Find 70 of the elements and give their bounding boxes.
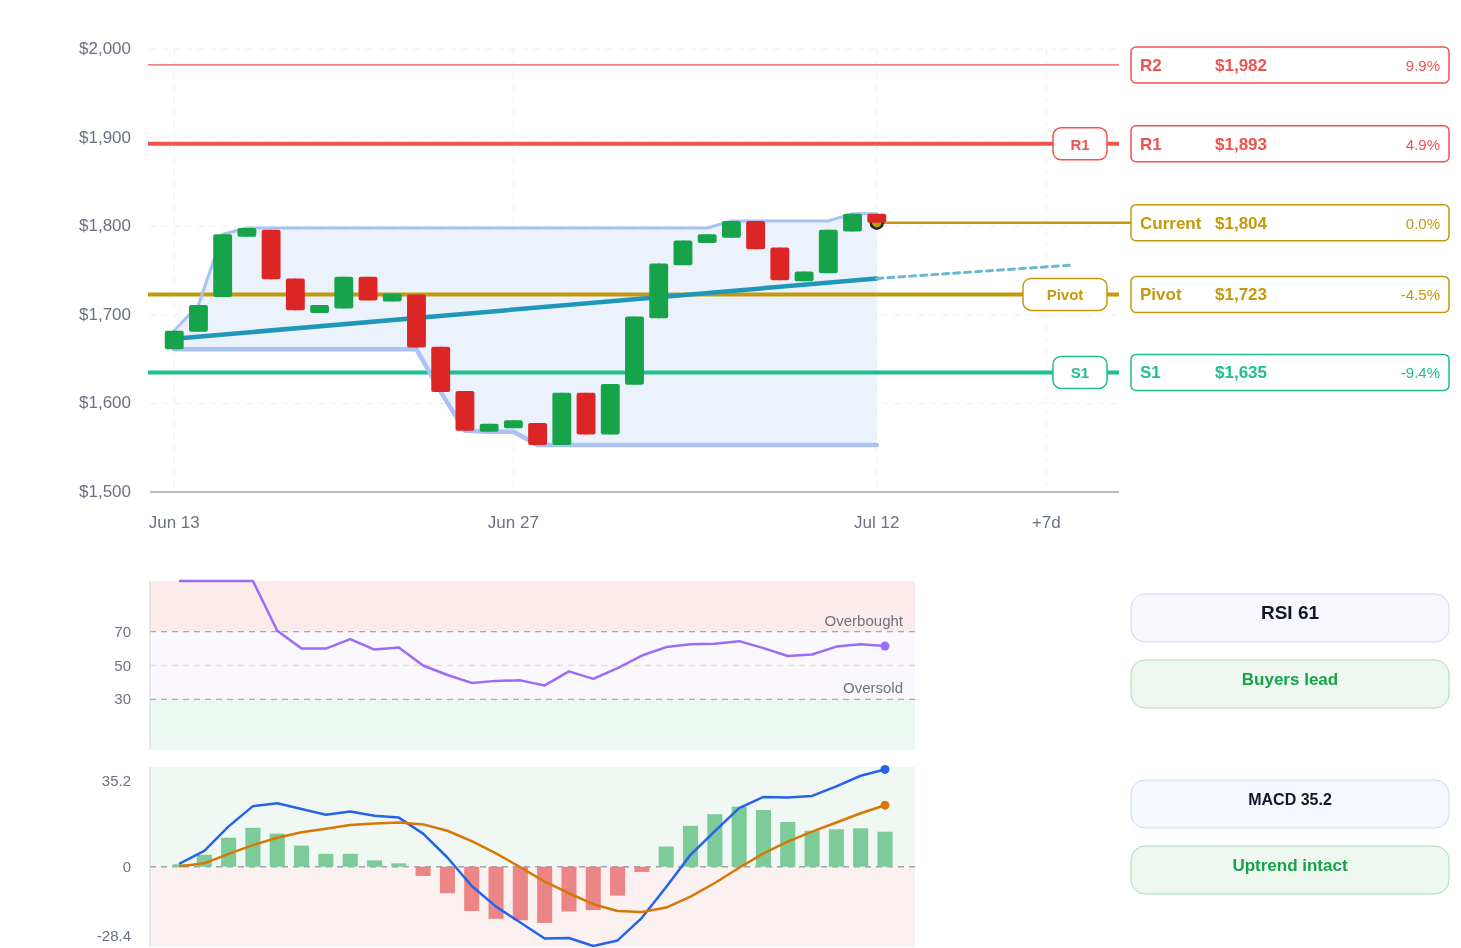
bar — [804, 830, 820, 867]
x-tick-label: +7d — [1031, 513, 1061, 532]
bar — [366, 860, 383, 867]
bar — [415, 866, 431, 876]
text: $1,893 — [1215, 134, 1267, 154]
text: RSI 61 — [1260, 602, 1320, 623]
ref-line-label: R2 — [1140, 55, 1162, 75]
x-tick-label: Jun 13 — [148, 513, 200, 532]
y-tick-label: $2,000 — [79, 39, 131, 58]
bar — [658, 846, 674, 867]
bar — [610, 866, 626, 896]
bar — [488, 866, 504, 919]
y-tick-label: $1,500 — [79, 482, 131, 501]
ref-line-label: Oversold — [842, 679, 903, 697]
y-tick-label: $1,700 — [79, 304, 131, 324]
y-tick-label: $1,900 — [79, 127, 131, 147]
ref-line-label: Overbought — [824, 611, 904, 629]
text: R1 — [1140, 134, 1162, 154]
bar — [731, 806, 747, 867]
text: $1,804 — [1215, 213, 1268, 233]
bar — [439, 866, 455, 894]
text: Pivot — [1140, 285, 1182, 305]
text: -4.5% — [1400, 286, 1440, 304]
bar — [853, 828, 869, 867]
text: Buyers lead — [1241, 670, 1339, 689]
bar — [682, 825, 699, 867]
bar — [877, 831, 893, 867]
bar — [780, 821, 796, 867]
text: 4.9% — [1405, 135, 1440, 153]
bar — [828, 829, 844, 867]
ref-line-label: S1 — [1070, 364, 1090, 382]
text: 0.0% — [1405, 214, 1440, 232]
text: S1 — [1140, 363, 1161, 383]
bar — [342, 853, 358, 867]
y-tick-label: 30 — [114, 690, 131, 708]
text: -9.4% — [1400, 364, 1440, 382]
text: Uptrend intact — [1232, 856, 1348, 875]
y-tick-label: 35.2 — [101, 772, 131, 790]
y-tick-label: -28.4 — [96, 926, 131, 944]
x-tick-label: Jul 12 — [854, 513, 900, 532]
bar — [391, 863, 407, 867]
ref-line-label: R1 — [1070, 135, 1090, 153]
bar — [269, 833, 285, 867]
line-series — [172, 212, 879, 333]
text: 9.9% — [1405, 56, 1440, 74]
y-tick-label: $1,800 — [79, 216, 131, 236]
text: $1,982 — [1215, 55, 1267, 75]
text: MACD 35.2 — [1248, 791, 1332, 808]
text: $1,723 — [1215, 285, 1267, 305]
bar — [707, 814, 723, 867]
y-tick-label: 70 — [114, 622, 131, 640]
line-series — [171, 347, 879, 448]
bar — [464, 866, 480, 911]
text: $1,635 — [1215, 363, 1267, 383]
bar — [537, 866, 553, 923]
bar — [755, 810, 771, 867]
y-tick-label: 50 — [114, 656, 131, 674]
ref-line-label: Pivot — [1046, 286, 1084, 304]
y-tick-label: 0 — [122, 857, 131, 875]
x-tick-label: Jun 27 — [487, 513, 539, 532]
bar — [512, 866, 528, 921]
bar — [585, 866, 601, 911]
annotation: Current — [1140, 213, 1202, 233]
bar — [634, 866, 650, 873]
bar — [294, 845, 310, 867]
bar — [245, 827, 261, 867]
bar — [221, 837, 237, 867]
bar — [318, 853, 334, 867]
bar — [561, 866, 577, 912]
y-tick-label: $1,600 — [79, 393, 131, 413]
